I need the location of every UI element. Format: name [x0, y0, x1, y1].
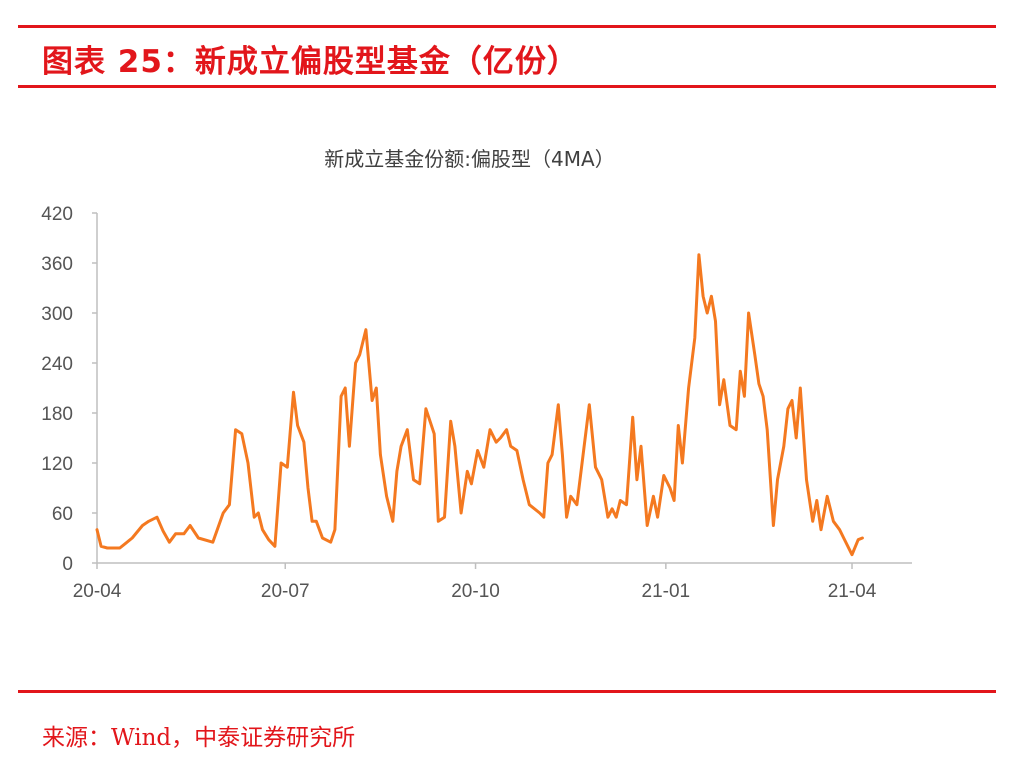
y-tick-label: 360	[41, 254, 73, 275]
y-tick-label: 300	[41, 304, 73, 325]
y-tick-label: 60	[52, 504, 73, 525]
y-tick-label: 120	[41, 454, 73, 475]
x-tick-label: 20-10	[451, 581, 500, 602]
y-tick-label: 180	[41, 404, 73, 425]
y-tick-label: 0	[62, 554, 73, 575]
source-note: 来源：Wind，中泰证券研究所	[42, 725, 356, 751]
bottom-rule	[18, 690, 996, 693]
x-tick-label: 21-04	[828, 581, 877, 602]
y-tick-label: 240	[41, 354, 73, 375]
title-underline	[18, 85, 996, 88]
series-line-0	[95, 253, 864, 557]
chart-title: 新成立基金份额:偏股型（4MA）	[324, 147, 614, 171]
x-tick-label: 20-07	[261, 581, 310, 602]
x-tick-label: 21-01	[642, 581, 691, 602]
figure-title: 图表 25：新成立偏股型基金（亿份）	[42, 44, 579, 80]
y-tick-label: 420	[41, 204, 73, 225]
top-rule	[18, 25, 996, 28]
x-tick-label: 20-04	[73, 581, 122, 602]
